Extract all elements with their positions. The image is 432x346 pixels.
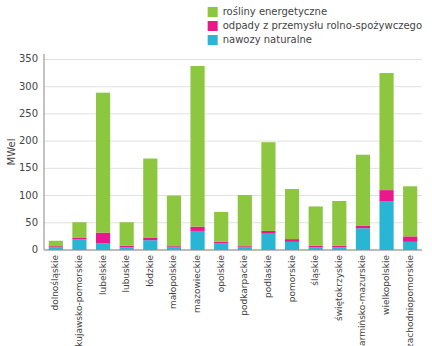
- chart-container: 0 50 100 150 200 250 300 350 dolnośląskie kujawsk…: [0, 0, 432, 346]
- bar-segment: [285, 189, 299, 239]
- bar-segment: [309, 206, 323, 245]
- chart: 0 50 100 150 200 250 300 350 dolnośląskie kujawsk…: [0, 0, 432, 346]
- y-ticks: 0 50 100 150 200 250 300 350: [19, 53, 38, 255]
- bar-segment: [309, 247, 323, 250]
- bar-segment: [261, 142, 275, 231]
- bar-segment: [379, 190, 393, 201]
- bar-segment: [332, 201, 346, 246]
- x-tick-label: pomorskie: [287, 255, 297, 303]
- bar-segment: [261, 234, 275, 250]
- bar-segment: [190, 227, 204, 231]
- bar-segment: [403, 242, 417, 250]
- x-tick-label: dolnośląskie: [50, 255, 60, 311]
- series: [49, 66, 418, 246]
- x-tick-label: lubuskie: [121, 255, 131, 293]
- x-tick-label: podlaskie: [263, 255, 273, 298]
- legend-swatch: [208, 7, 218, 17]
- bar-segment: [379, 201, 393, 250]
- x-tick-label: opolskie: [216, 255, 226, 293]
- bar-segment: [190, 231, 204, 250]
- bars: [49, 66, 418, 250]
- y-tick-label: 50: [25, 217, 38, 228]
- bar-segment: [96, 243, 110, 250]
- bar-segment: [167, 247, 181, 250]
- bar-segment: [356, 228, 370, 250]
- grid-line: [44, 59, 422, 60]
- bar-segment: [238, 247, 252, 250]
- x-tick-label: małopolskie: [168, 255, 178, 309]
- x-tick-label: warmińsko-mazurskie: [357, 255, 367, 346]
- bar-segment: [143, 159, 157, 238]
- y-tick-label: 150: [19, 162, 38, 173]
- bar-segment: [120, 222, 134, 245]
- bar-segment: [72, 237, 86, 239]
- bar-segment: [403, 186, 417, 236]
- bar-segment: [96, 93, 110, 233]
- y-tick-label: 200: [19, 135, 38, 146]
- bar-segment: [261, 231, 275, 234]
- y-tick-label: 250: [19, 108, 38, 119]
- legend-swatch: [208, 35, 218, 45]
- bar-segment: [49, 241, 63, 246]
- bar-segment: [285, 242, 299, 250]
- bar-segment: [379, 73, 393, 190]
- legend-label: nawozy naturalne: [223, 34, 312, 45]
- grid-line: [44, 86, 422, 87]
- y-tick-label: 350: [19, 53, 38, 64]
- bar-segment: [238, 246, 252, 247]
- bar-segment: [143, 240, 157, 250]
- legend: rośliny energetyczne odpady z przemysłu r…: [208, 6, 422, 45]
- bar-segment: [72, 222, 86, 237]
- x-tick-label: podkarpackie: [239, 255, 249, 316]
- bar-segment: [309, 246, 323, 248]
- y-tick-label: 300: [19, 81, 38, 92]
- bar-segment: [190, 66, 204, 227]
- x-tick-label: lubelskie: [98, 255, 108, 295]
- x-tick-label: zachodniopomorskie: [405, 255, 415, 346]
- bar-segment: [332, 247, 346, 250]
- bar-segment: [356, 155, 370, 226]
- x-tick-label: śląskie: [310, 255, 320, 286]
- x-tick-label: świętokrzyskie: [334, 255, 344, 321]
- bar-segment: [167, 196, 181, 247]
- bar-segment: [96, 233, 110, 244]
- y-tick-label: 100: [19, 190, 38, 201]
- grid: [44, 59, 422, 250]
- bar-segment: [120, 247, 134, 250]
- x-tick-label: łódzkie: [145, 255, 155, 287]
- x-tick-label: mazowieckie: [192, 255, 202, 314]
- x-tick-label: wielkopolskie: [381, 255, 391, 315]
- bar-segment: [214, 212, 228, 242]
- legend-label: odpady z przemysłu rolno-spożywczego: [223, 20, 422, 31]
- legend-label: rośliny energetyczne: [223, 6, 327, 17]
- bar-segment: [285, 239, 299, 242]
- bar-segment: [332, 246, 346, 248]
- bar-segment: [120, 246, 134, 248]
- bar-segment: [49, 247, 63, 250]
- bar-segment: [72, 239, 86, 250]
- y-axis-line: [44, 54, 45, 250]
- bar-segment: [403, 236, 417, 241]
- y-axis-label: MWel: [6, 139, 17, 166]
- x-tick-labels: dolnośląskie kujawsko-pomorskie lubelskie l…: [50, 255, 414, 346]
- bar-segment: [214, 242, 228, 244]
- y-tick-label: 0: [32, 244, 38, 255]
- bar-segment: [167, 246, 181, 247]
- x-tick-label: kujawsko-pomorskie: [74, 255, 84, 346]
- bar-segment: [356, 226, 370, 229]
- bar-segment: [143, 237, 157, 240]
- bar-segment: [49, 246, 63, 247]
- legend-swatch: [208, 21, 218, 31]
- bar-segment: [238, 195, 252, 246]
- bar-segment: [214, 243, 228, 250]
